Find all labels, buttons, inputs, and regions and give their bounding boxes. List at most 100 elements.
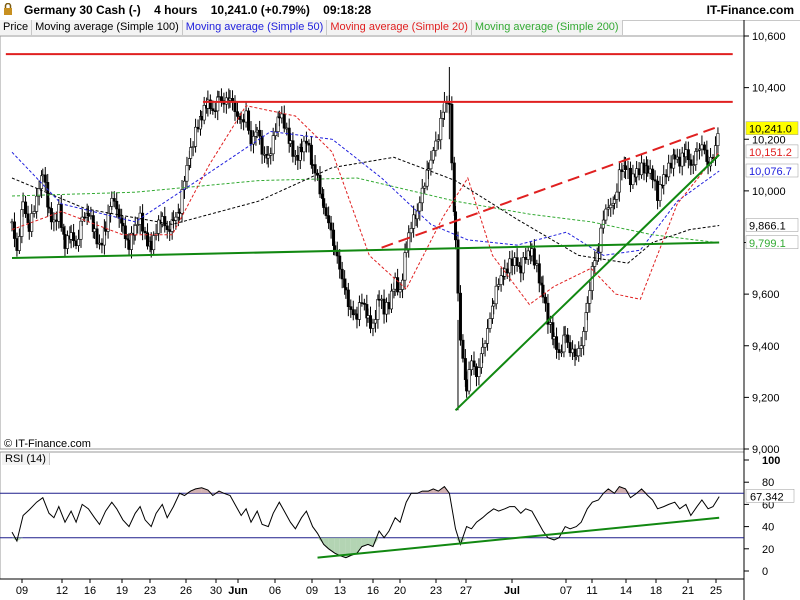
candle-body <box>574 355 578 358</box>
copyright: © IT-Finance.com <box>4 438 91 450</box>
candle-body <box>235 111 239 117</box>
candle-body <box>371 322 375 329</box>
candle-body <box>461 339 465 359</box>
candle-body <box>686 149 690 161</box>
candle-body <box>620 169 624 173</box>
candle-body <box>541 284 545 298</box>
rsi-oversold-fill <box>339 537 346 558</box>
candle-body <box>571 348 575 354</box>
candle-body <box>293 154 297 157</box>
candle-body <box>579 345 583 349</box>
candle-body <box>133 225 137 236</box>
candle-body <box>168 229 172 232</box>
candle-body <box>373 319 377 324</box>
price-tick-label: 10,200 <box>752 134 786 146</box>
candle-body <box>189 147 193 159</box>
rsi-overbought-fill <box>625 488 631 494</box>
candle-body <box>481 346 485 355</box>
legend-sma-20[interactable]: Moving average (Simple 20) <box>327 20 472 35</box>
rsi-oversold-fill <box>16 537 24 542</box>
rsi-tick-label: 80 <box>762 477 774 489</box>
x-tick-label: 27 <box>460 585 472 597</box>
legend-sma-200[interactable]: Moving average (Simple 200) <box>471 20 623 35</box>
candle-body <box>635 168 639 178</box>
candle-body <box>72 232 76 242</box>
candle-body <box>697 148 701 151</box>
candle-body <box>612 199 616 204</box>
candle-body <box>604 208 608 221</box>
candle-body <box>10 221 14 224</box>
price-label-box <box>745 121 799 135</box>
candle-body <box>300 147 304 153</box>
x-tick-label: Jul <box>504 585 520 597</box>
candle-body <box>429 159 433 170</box>
candle-body <box>324 207 328 216</box>
x-tick-label: 25 <box>710 585 722 597</box>
candle-body <box>456 239 460 294</box>
rsi-oversold-fill <box>361 537 369 547</box>
candle-body <box>89 215 93 217</box>
candle-body <box>524 257 528 260</box>
candle-body <box>673 154 677 160</box>
candle-body <box>662 174 666 186</box>
legend-sma-50[interactable]: Moving average (Simple 50) <box>182 20 328 35</box>
candle-body <box>454 211 458 241</box>
candle-body <box>115 200 119 210</box>
candle-body <box>277 116 281 119</box>
candle-body <box>431 150 435 161</box>
candle-body <box>152 235 156 251</box>
candle-body <box>552 336 556 340</box>
candle-body <box>555 336 559 350</box>
candle-body <box>249 130 253 145</box>
candle-body <box>239 119 243 121</box>
ma-100-line <box>11 156 720 264</box>
x-tick-label: 09 <box>306 585 318 597</box>
candle-body <box>568 342 572 354</box>
candle-body <box>141 212 145 232</box>
candle-body <box>420 187 424 204</box>
candle-body <box>63 234 67 249</box>
price-label-box <box>745 144 799 159</box>
price-label-box <box>745 235 799 250</box>
legend-sma-100[interactable]: Moving average (Simple 100) <box>32 20 183 35</box>
candle-body <box>398 289 402 293</box>
rsi-tick-label: 0 <box>762 566 768 578</box>
candle-body <box>617 169 621 193</box>
x-tick-label: 09 <box>16 585 28 597</box>
candle-body <box>409 228 413 234</box>
candle-body <box>513 257 517 266</box>
chart-title: Germany 30 Cash (-) 4 hours 10,241.0 (+0… <box>24 3 371 17</box>
candle-body <box>423 185 427 189</box>
rsi-oversold-fill <box>323 537 329 549</box>
x-tick-label: 16 <box>84 585 96 597</box>
candle-body <box>178 211 182 214</box>
candle-body <box>185 165 189 182</box>
candle-body <box>559 351 563 354</box>
candle-body <box>702 144 706 151</box>
legend-price[interactable]: Price <box>0 20 33 35</box>
candle-body <box>519 265 523 274</box>
candle-body <box>387 302 391 310</box>
candle-body <box>65 235 69 249</box>
rsi-overbought-fill <box>641 488 648 494</box>
candle-body <box>213 110 217 112</box>
x-tick-label: 23 <box>430 585 442 597</box>
price-tick-label: 10,600 <box>752 31 786 43</box>
x-tick-label: 14 <box>620 585 632 597</box>
candle-body <box>69 232 73 240</box>
candle-body <box>217 96 221 98</box>
candle-body <box>515 257 519 266</box>
candle-body <box>17 236 21 251</box>
candle-body <box>83 216 87 219</box>
candle-body <box>658 184 662 201</box>
price-panel <box>0 35 745 450</box>
rsi-trendline-0 <box>317 516 720 559</box>
brand-name: IT-Finance.com <box>706 3 794 17</box>
candle-body <box>631 173 635 186</box>
rsi-panel-label[interactable]: RSI (14) <box>2 453 50 465</box>
candle-body <box>472 360 476 367</box>
price-label-text: 9,866.1 <box>749 220 786 232</box>
x-tick-label: 26 <box>180 585 192 597</box>
candle-body <box>77 238 81 247</box>
candle-body <box>465 379 469 392</box>
